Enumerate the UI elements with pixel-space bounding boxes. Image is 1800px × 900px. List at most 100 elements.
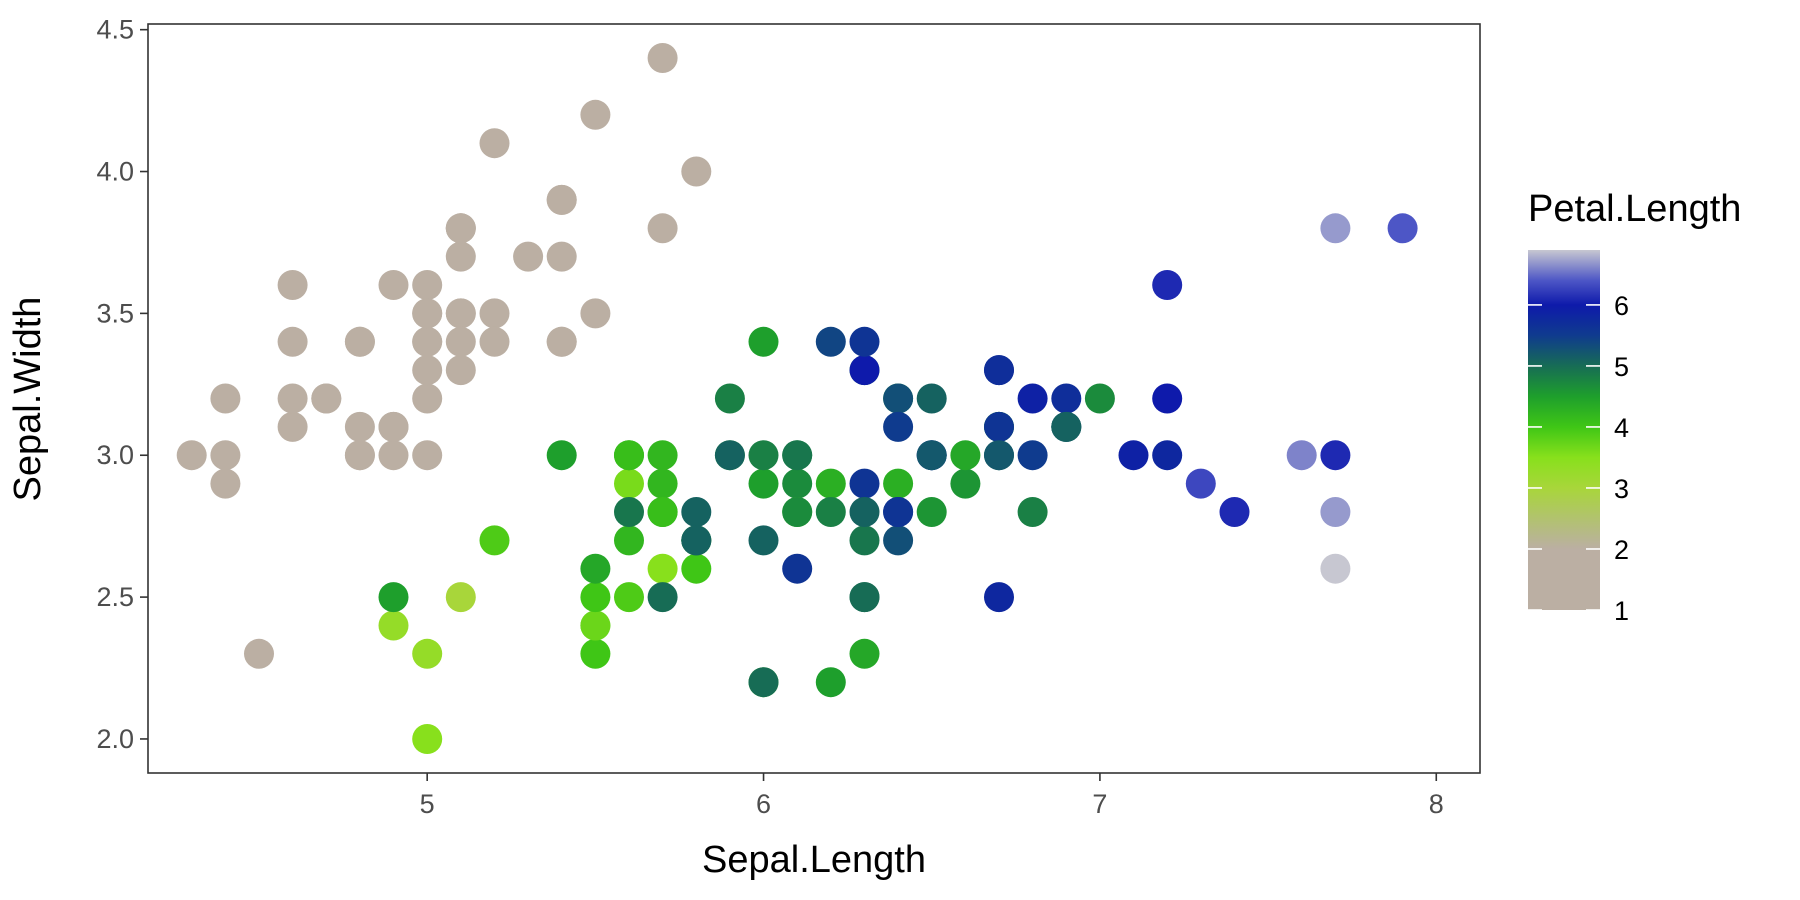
data-point <box>748 326 779 357</box>
data-point <box>714 383 745 414</box>
data-point <box>1320 213 1351 244</box>
data-point <box>580 99 611 130</box>
data-point <box>849 355 880 386</box>
data-point <box>984 355 1014 386</box>
data-point <box>378 440 409 471</box>
data-point <box>647 440 678 471</box>
colorbar <box>1528 250 1600 610</box>
data-point <box>1118 440 1149 471</box>
data-point <box>277 270 308 300</box>
x-tick-label: 6 <box>756 789 771 819</box>
data-point <box>614 497 644 527</box>
data-point <box>883 468 914 499</box>
data-point <box>210 468 241 499</box>
points-layer <box>176 43 1418 754</box>
data-point <box>815 667 846 698</box>
data-point <box>378 582 409 613</box>
data-point <box>412 326 443 357</box>
data-point <box>1185 468 1216 499</box>
legend-title: Petal.Length <box>1528 188 1741 230</box>
data-point <box>580 298 611 329</box>
data-point <box>210 383 241 414</box>
data-point <box>1219 497 1250 527</box>
data-point <box>647 497 678 527</box>
data-point <box>1017 383 1048 414</box>
data-point <box>815 468 846 499</box>
data-point <box>546 241 577 272</box>
data-point <box>344 440 375 471</box>
x-axis: 5 6 7 8 <box>420 773 1444 819</box>
data-point <box>378 411 409 442</box>
data-point <box>849 638 880 669</box>
data-point <box>277 383 308 414</box>
data-point <box>849 582 880 613</box>
data-point <box>546 440 577 471</box>
data-point <box>412 270 443 300</box>
data-point <box>714 440 745 471</box>
data-point <box>412 440 443 471</box>
data-point <box>479 326 510 357</box>
panel-border <box>147 23 1481 774</box>
data-point <box>984 411 1014 442</box>
data-point <box>378 610 409 641</box>
data-point <box>984 582 1014 613</box>
data-point <box>647 43 678 73</box>
data-point <box>445 298 476 329</box>
data-point <box>614 468 644 499</box>
data-point <box>176 440 207 471</box>
data-point <box>647 213 678 244</box>
data-point <box>580 610 611 641</box>
data-point <box>748 525 779 556</box>
data-point <box>916 440 947 471</box>
data-point <box>681 553 712 584</box>
y-tick-label: 3.5 <box>96 298 134 328</box>
data-point <box>614 525 644 556</box>
data-point <box>277 411 308 442</box>
data-point <box>647 582 678 613</box>
data-point <box>445 213 476 244</box>
data-point <box>1286 440 1317 471</box>
data-point <box>1320 553 1351 584</box>
data-point <box>849 525 880 556</box>
data-point <box>1051 383 1082 414</box>
colorbar-label: 2 <box>1614 535 1629 565</box>
data-point <box>916 383 947 414</box>
data-point <box>681 497 712 527</box>
data-point <box>412 724 443 754</box>
y-tick-label: 3.0 <box>96 440 134 470</box>
data-point <box>479 128 510 159</box>
data-point <box>580 582 611 613</box>
data-point <box>950 440 981 471</box>
data-point <box>1017 497 1048 527</box>
data-point <box>815 497 846 527</box>
data-point <box>378 270 409 300</box>
data-point <box>580 553 611 584</box>
x-axis-title: Sepal.Length <box>702 839 926 881</box>
data-point <box>445 582 476 613</box>
legend: Petal.Length 1 2 3 4 5 6 <box>1528 188 1741 626</box>
data-point <box>1387 213 1418 244</box>
colorbar-label: 6 <box>1614 291 1629 321</box>
y-tick-label: 2.0 <box>96 724 134 754</box>
x-tick-label: 5 <box>420 789 435 819</box>
data-point <box>580 638 611 669</box>
data-point <box>412 383 443 414</box>
data-point <box>277 326 308 357</box>
y-axis: 2.0 2.5 3.0 3.5 4.0 4.5 <box>96 15 148 754</box>
data-point <box>1152 383 1183 414</box>
y-tick-label: 4.0 <box>96 157 134 187</box>
y-tick-label: 4.5 <box>96 15 134 45</box>
x-tick-label: 7 <box>1092 789 1107 819</box>
colorbar-label: 1 <box>1614 596 1629 626</box>
data-point <box>546 326 577 357</box>
data-point <box>849 497 880 527</box>
data-point <box>479 525 510 556</box>
data-point <box>1084 383 1115 414</box>
data-point <box>782 497 813 527</box>
data-point <box>244 638 274 669</box>
data-point <box>445 355 476 386</box>
data-point <box>344 326 375 357</box>
data-point <box>210 440 241 471</box>
